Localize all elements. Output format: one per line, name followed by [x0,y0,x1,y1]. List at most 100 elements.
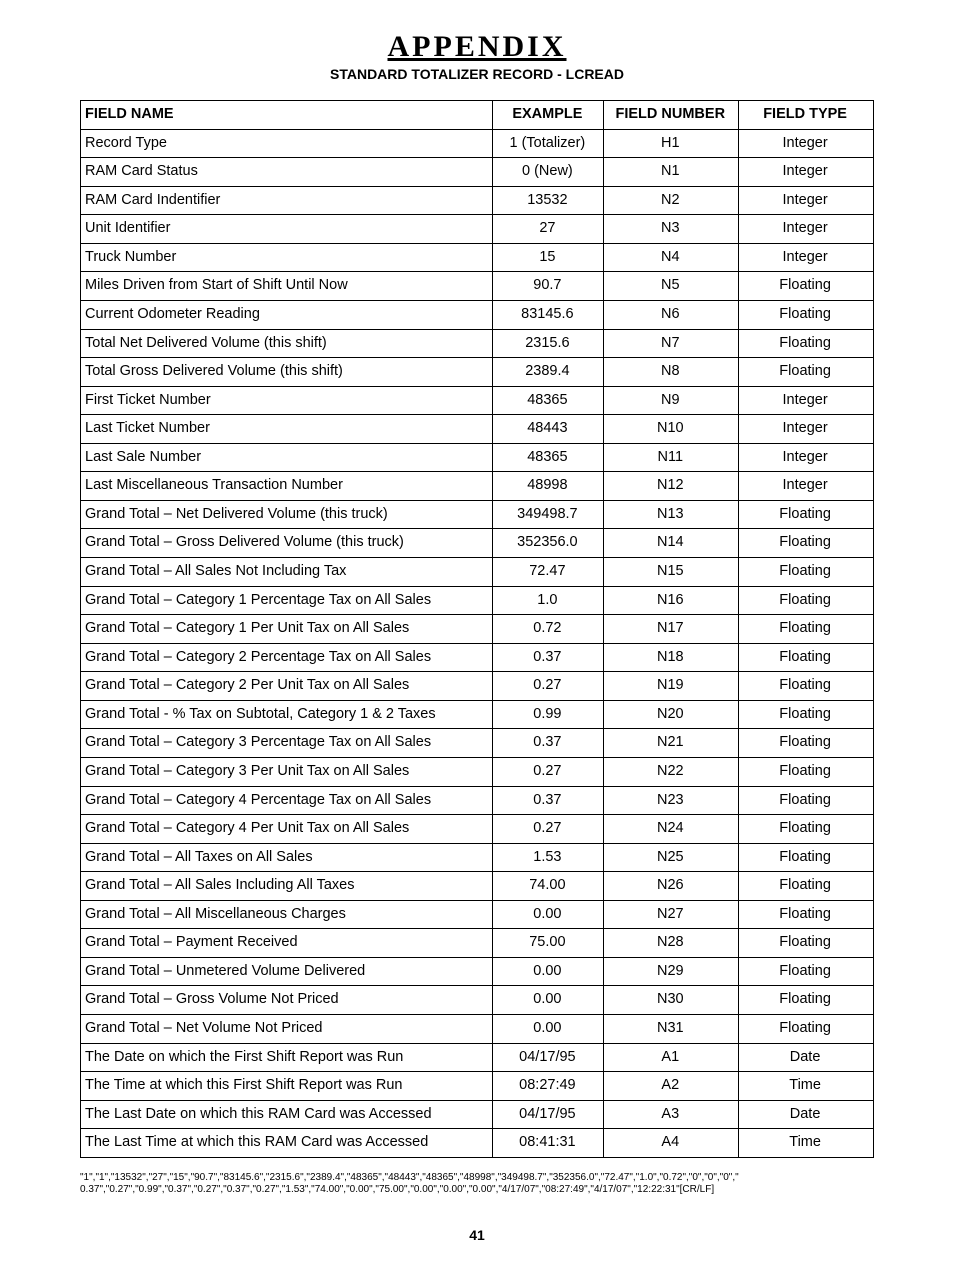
cell-example: 1 (Totalizer) [493,129,604,158]
table-row: Miles Driven from Start of Shift Until N… [81,272,874,301]
cell-field-name: Grand Total – Category 3 Percentage Tax … [81,729,493,758]
cell-field-number: N20 [604,700,739,729]
cell-field-type: Integer [739,443,874,472]
cell-field-number: N14 [604,529,739,558]
cell-field-number: N19 [604,672,739,701]
table-header-row: FIELD NAME EXAMPLE FIELD NUMBER FIELD TY… [81,101,874,130]
cell-field-number: N8 [604,358,739,387]
cell-field-type: Time [739,1129,874,1158]
cell-field-name: Grand Total – All Sales Not Including Ta… [81,558,493,587]
cell-field-number: N15 [604,558,739,587]
table-row: Grand Total – Gross Delivered Volume (th… [81,529,874,558]
cell-field-number: N16 [604,586,739,615]
cell-field-type: Floating [739,1015,874,1044]
cell-field-type: Floating [739,500,874,529]
cell-field-number: N11 [604,443,739,472]
cell-field-name: Last Sale Number [81,443,493,472]
cell-field-type: Floating [739,843,874,872]
table-row: Grand Total – Category 4 Per Unit Tax on… [81,815,874,844]
cell-field-type: Integer [739,472,874,501]
cell-example: 0.37 [493,729,604,758]
cell-example: 15 [493,243,604,272]
cell-field-number: N17 [604,615,739,644]
cell-field-name: Grand Total – All Miscellaneous Charges [81,900,493,929]
table-row: The Date on which the First Shift Report… [81,1043,874,1072]
cell-field-name: Grand Total – Category 4 Percentage Tax … [81,786,493,815]
cell-field-number: N31 [604,1015,739,1044]
table-row: Truck Number15N4Integer [81,243,874,272]
cell-example: 0.27 [493,757,604,786]
table-row: Grand Total – All Sales Including All Ta… [81,872,874,901]
cell-field-name: The Time at which this First Shift Repor… [81,1072,493,1101]
table-row: Grand Total – Category 1 Per Unit Tax on… [81,615,874,644]
cell-field-name: Last Ticket Number [81,415,493,444]
cell-example: 0.37 [493,643,604,672]
cell-field-type: Floating [739,872,874,901]
cell-field-name: Grand Total – Net Delivered Volume (this… [81,500,493,529]
cell-field-type: Floating [739,929,874,958]
cell-field-name: First Ticket Number [81,386,493,415]
cell-field-name: Total Gross Delivered Volume (this shift… [81,358,493,387]
cell-field-number: N10 [604,415,739,444]
cell-field-number: N4 [604,243,739,272]
cell-field-type: Floating [739,358,874,387]
cell-example: 08:41:31 [493,1129,604,1158]
table-row: Grand Total – Category 3 Percentage Tax … [81,729,874,758]
table-row: Grand Total – Net Delivered Volume (this… [81,500,874,529]
cell-field-type: Integer [739,386,874,415]
cell-field-type: Floating [739,329,874,358]
cell-example: 74.00 [493,872,604,901]
footer-raw-data: "1","1","13532","27","15","90.7","83145.… [80,1172,874,1197]
cell-field-type: Integer [739,415,874,444]
cell-field-number: N23 [604,786,739,815]
cell-field-type: Integer [739,186,874,215]
cell-example: 48365 [493,386,604,415]
cell-example: 0.00 [493,957,604,986]
cell-field-name: Record Type [81,129,493,158]
table-row: Grand Total – All Miscellaneous Charges0… [81,900,874,929]
table-row: Last Ticket Number48443N10Integer [81,415,874,444]
cell-field-number: N29 [604,957,739,986]
cell-field-name: The Last Date on which this RAM Card was… [81,1100,493,1129]
cell-field-name: Grand Total – Payment Received [81,929,493,958]
cell-field-type: Integer [739,243,874,272]
cell-field-type: Floating [739,615,874,644]
cell-field-name: The Date on which the First Shift Report… [81,1043,493,1072]
cell-field-type: Floating [739,957,874,986]
cell-field-name: RAM Card Indentifier [81,186,493,215]
cell-example: 72.47 [493,558,604,587]
cell-example: 48998 [493,472,604,501]
cell-field-type: Integer [739,215,874,244]
cell-example: 2315.6 [493,329,604,358]
table-row: Total Net Delivered Volume (this shift)2… [81,329,874,358]
cell-field-name: Grand Total – Net Volume Not Priced [81,1015,493,1044]
cell-field-number: N7 [604,329,739,358]
cell-field-name: Miles Driven from Start of Shift Until N… [81,272,493,301]
table-row: Grand Total – Unmetered Volume Delivered… [81,957,874,986]
cell-example: 48443 [493,415,604,444]
cell-field-number: N28 [604,929,739,958]
table-row: Grand Total – Payment Received75.00N28Fl… [81,929,874,958]
cell-field-number: A4 [604,1129,739,1158]
cell-field-type: Floating [739,272,874,301]
table-row: Grand Total - % Tax on Subtotal, Categor… [81,700,874,729]
cell-field-name: Grand Total – All Taxes on All Sales [81,843,493,872]
cell-field-name: Grand Total – All Sales Including All Ta… [81,872,493,901]
cell-example: 90.7 [493,272,604,301]
cell-field-type: Floating [739,300,874,329]
cell-field-name: RAM Card Status [81,158,493,187]
cell-field-type: Floating [739,700,874,729]
cell-field-name: Last Miscellaneous Transaction Number [81,472,493,501]
table-row: Grand Total – All Taxes on All Sales1.53… [81,843,874,872]
table-row: Grand Total – Category 4 Percentage Tax … [81,786,874,815]
table-row: The Last Time at which this RAM Card was… [81,1129,874,1158]
table-row: First Ticket Number48365N9Integer [81,386,874,415]
cell-example: 1.53 [493,843,604,872]
cell-example: 1.0 [493,586,604,615]
cell-field-name: Grand Total – Gross Delivered Volume (th… [81,529,493,558]
table-row: Record Type1 (Totalizer)H1Integer [81,129,874,158]
cell-field-name: Grand Total – Category 1 Percentage Tax … [81,586,493,615]
cell-example: 349498.7 [493,500,604,529]
table-row: Grand Total – All Sales Not Including Ta… [81,558,874,587]
cell-field-number: A2 [604,1072,739,1101]
